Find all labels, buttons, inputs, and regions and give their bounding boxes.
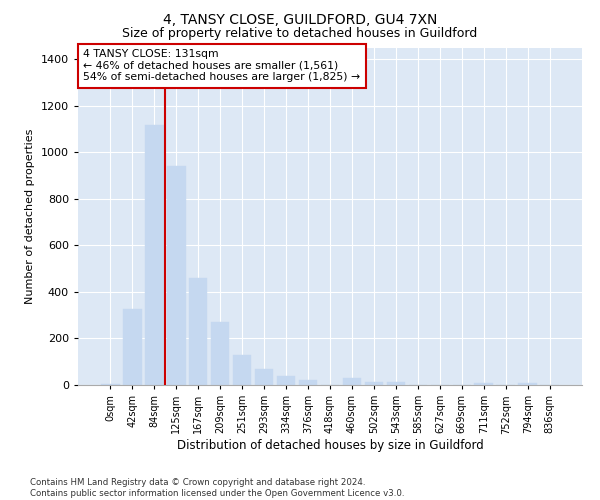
Text: 4, TANSY CLOSE, GUILDFORD, GU4 7XN: 4, TANSY CLOSE, GUILDFORD, GU4 7XN [163,12,437,26]
Bar [386,382,405,385]
Bar [518,382,537,385]
Y-axis label: Number of detached properties: Number of detached properties [25,128,35,304]
Bar [233,354,251,385]
Bar [211,322,229,385]
Bar [255,368,274,385]
Bar [365,382,383,385]
Bar [167,166,185,385]
Bar [189,278,208,385]
Bar [299,380,317,385]
X-axis label: Distribution of detached houses by size in Guildford: Distribution of detached houses by size … [176,439,484,452]
Bar [101,384,119,385]
Bar [475,383,493,385]
Text: 4 TANSY CLOSE: 131sqm
← 46% of detached houses are smaller (1,561)
54% of semi-d: 4 TANSY CLOSE: 131sqm ← 46% of detached … [83,49,360,82]
Text: Size of property relative to detached houses in Guildford: Size of property relative to detached ho… [122,28,478,40]
Bar [343,378,361,385]
Bar [277,376,295,385]
Bar [123,310,142,385]
Bar [145,126,164,385]
Text: Contains HM Land Registry data © Crown copyright and database right 2024.
Contai: Contains HM Land Registry data © Crown c… [30,478,404,498]
